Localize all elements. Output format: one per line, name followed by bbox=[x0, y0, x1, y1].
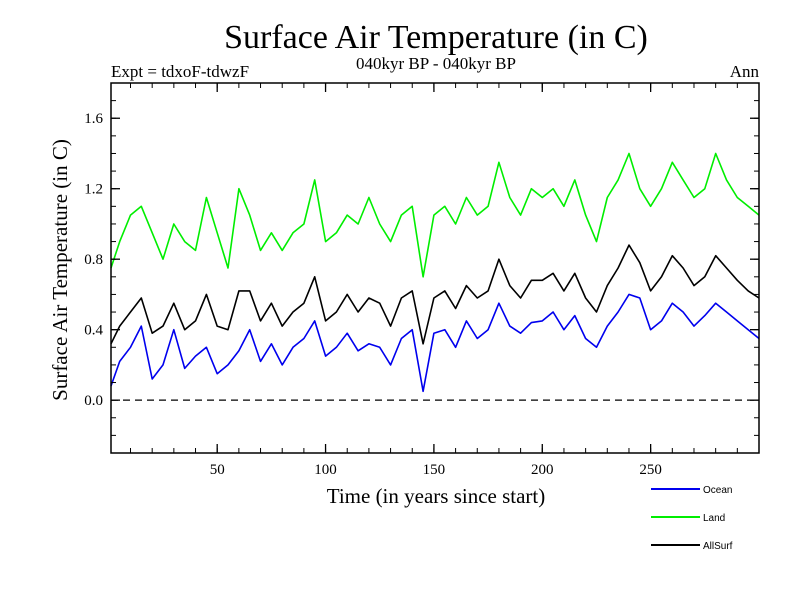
x-axis-label: Time (in years since start) bbox=[327, 484, 546, 508]
series-line-ocean bbox=[110, 293, 760, 393]
plot-area: 0.0 0.4 0.8 1.2 1.6 50 100 150 200 250 bbox=[84, 82, 760, 478]
x-tick-label: 200 bbox=[531, 462, 554, 478]
x-tick-label: 150 bbox=[423, 462, 446, 478]
legend-label-ocean: Ocean bbox=[703, 485, 732, 496]
x-tick-label: 100 bbox=[314, 462, 337, 478]
y-tick-label: 1.6 bbox=[84, 111, 103, 127]
series-line-land bbox=[110, 152, 760, 278]
x-tick-label: 50 bbox=[210, 462, 225, 478]
legend-label-allsurf: AllSurf bbox=[703, 541, 733, 552]
y-tick-label: 0.8 bbox=[84, 252, 103, 268]
chart-subtitle: 040kyr BP - 040kyr BP bbox=[356, 54, 516, 73]
x-tick-label: 250 bbox=[639, 462, 662, 478]
y-tick-label: 0.4 bbox=[84, 323, 103, 339]
season-label: Ann bbox=[730, 62, 760, 81]
y-tick-label: 0.0 bbox=[84, 393, 103, 409]
legend: Ocean Land AllSurf bbox=[651, 485, 733, 552]
legend-label-land: Land bbox=[703, 513, 725, 524]
y-tick-label: 1.2 bbox=[84, 182, 103, 198]
plot-frame bbox=[110, 82, 760, 454]
y-axis-label: Surface Air Temperature (in C) bbox=[48, 139, 72, 401]
series-line-allsurf bbox=[110, 244, 760, 345]
experiment-label: Expt = tdxoF-tdwzF bbox=[111, 62, 249, 81]
chart-title: Surface Air Temperature (in C) bbox=[224, 19, 648, 56]
